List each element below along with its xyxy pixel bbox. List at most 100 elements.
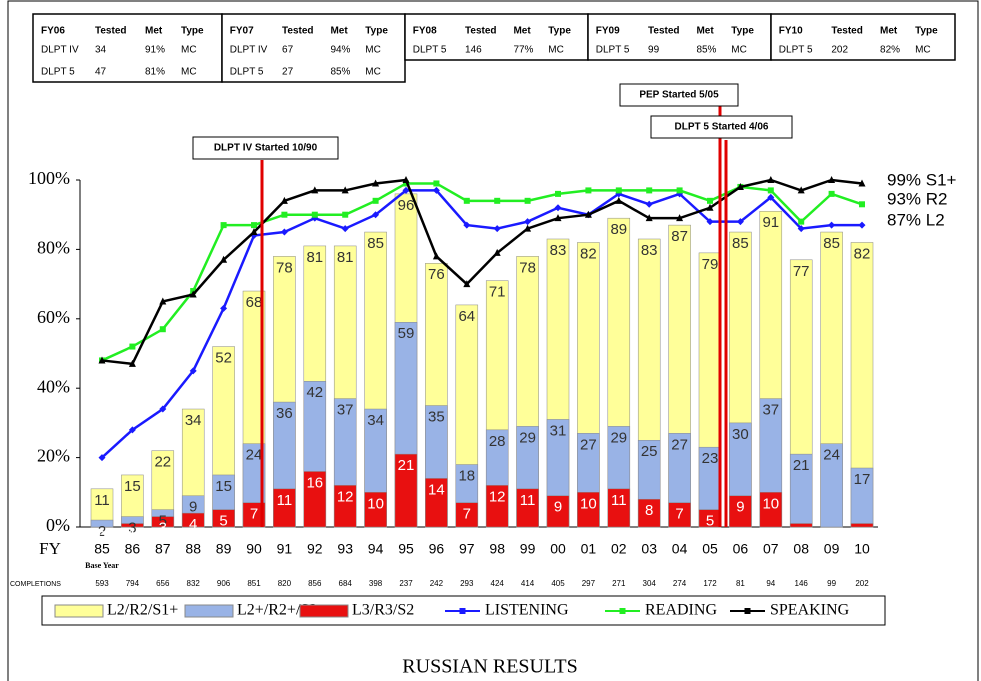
- x-tick-label: 96: [429, 541, 445, 557]
- marker: [858, 221, 866, 229]
- marker: [615, 187, 622, 194]
- bar-value-label: 78: [519, 259, 536, 276]
- legend-label: LISTENING: [485, 602, 569, 619]
- x-tick-label: 86: [125, 541, 141, 557]
- bar: [273, 488, 296, 528]
- table-cell: DLPT 5: [779, 45, 813, 56]
- frame: [7, 0, 979, 681]
- completions-value: 237: [399, 579, 413, 588]
- bar: [90, 519, 114, 528]
- marker: [524, 197, 531, 204]
- marker: [372, 179, 380, 187]
- bar: [729, 495, 752, 528]
- table-header: Tested: [465, 26, 497, 37]
- marker: [707, 197, 713, 204]
- bar-value-label: 85: [367, 235, 384, 252]
- bar: [364, 492, 387, 528]
- marker: [494, 197, 501, 204]
- bar-value-label: 5: [706, 513, 714, 530]
- marker: [828, 176, 836, 183]
- marker: [524, 224, 532, 232]
- x-tick-label: 98: [489, 541, 505, 557]
- bar-value-label: 5: [159, 513, 167, 530]
- completions-value: 293: [460, 579, 474, 588]
- completions-value: 832: [187, 579, 201, 588]
- marker: [159, 405, 167, 413]
- bar-value-label: 21: [793, 457, 810, 474]
- table-cell: MC: [181, 45, 197, 56]
- table-header: Met: [513, 26, 531, 37]
- bar-value-label: 81: [337, 249, 354, 266]
- completions-label: COMPLETIONS: [10, 581, 61, 588]
- table-cell: 34: [95, 45, 107, 56]
- end-label: 87% L2: [887, 210, 945, 229]
- bar-value-label: 34: [185, 412, 202, 429]
- table-cell: MC: [915, 45, 931, 56]
- completions-value: 274: [673, 579, 687, 588]
- bar-value-label: 9: [189, 499, 197, 516]
- bar-value-label: 1: [128, 526, 136, 543]
- x-tick-label: 99: [520, 541, 536, 557]
- bar-value-label: 11: [520, 492, 536, 509]
- marker: [797, 186, 805, 194]
- table-header: FY10: [779, 26, 803, 37]
- completions-value: 820: [278, 579, 292, 588]
- y-tick-label: 80%: [37, 238, 70, 258]
- marker: [828, 190, 835, 197]
- bar-value-label: 81: [306, 249, 323, 266]
- marker: [281, 211, 288, 218]
- completions-value: 172: [703, 579, 717, 588]
- marker: [767, 176, 775, 183]
- table-cell: MC: [181, 67, 197, 78]
- table-cell: DLPT 5: [230, 67, 264, 78]
- table-cell: DLPT IV: [230, 45, 268, 56]
- legend-label: L3/R3/S2: [352, 602, 414, 619]
- legend-label: L2+/R2+/S2: [237, 602, 317, 619]
- bar-value-label: 9: [554, 499, 562, 516]
- marker: [797, 225, 805, 233]
- bar: [151, 516, 175, 528]
- table-header: Type: [548, 26, 571, 37]
- bar-value-label: 29: [519, 429, 536, 446]
- x-tick-label: 03: [641, 541, 657, 557]
- bar-value-label: 28: [489, 433, 506, 450]
- bar-value-label: 18: [458, 468, 475, 485]
- legend-marker: [459, 608, 466, 614]
- bar-value-label: 27: [671, 436, 688, 453]
- table-header: Tested: [831, 26, 863, 37]
- y-tick-label: 60%: [37, 307, 70, 327]
- bar-value-label: 5: [219, 513, 227, 530]
- y-tick-label: 40%: [37, 376, 70, 396]
- marker: [524, 218, 532, 226]
- marker: [585, 187, 592, 194]
- bar-value-label: 36: [276, 405, 293, 422]
- bar-value-label: 96: [398, 197, 415, 214]
- completions-value: 851: [247, 579, 261, 588]
- bar-value-label: 52: [215, 350, 232, 367]
- bar: [820, 443, 843, 528]
- completions-value: 398: [369, 579, 383, 588]
- bar-value-label: 68: [246, 294, 263, 311]
- x-tick-label: 08: [793, 541, 809, 557]
- marker: [402, 186, 410, 194]
- marker: [129, 343, 136, 350]
- bar-value-label: 29: [610, 429, 627, 446]
- bar: [455, 502, 479, 528]
- marker: [341, 225, 349, 233]
- annotation: PEP Started 5/05: [639, 90, 719, 101]
- bar-value-label: 14: [428, 481, 445, 498]
- marker: [432, 186, 440, 194]
- marker: [433, 180, 440, 187]
- bar: [485, 485, 509, 528]
- completions-value: 906: [217, 579, 231, 588]
- table-cell: DLPT 5: [413, 45, 447, 56]
- marker: [493, 225, 501, 233]
- bar: [181, 512, 205, 528]
- x-tick-label: 94: [368, 541, 384, 557]
- table-header: Tested: [282, 26, 314, 37]
- bar-value-label: 82: [854, 245, 871, 262]
- table-cell: 91%: [145, 45, 165, 56]
- annotation-box: [650, 115, 793, 139]
- marker: [859, 201, 865, 208]
- marker: [767, 187, 774, 194]
